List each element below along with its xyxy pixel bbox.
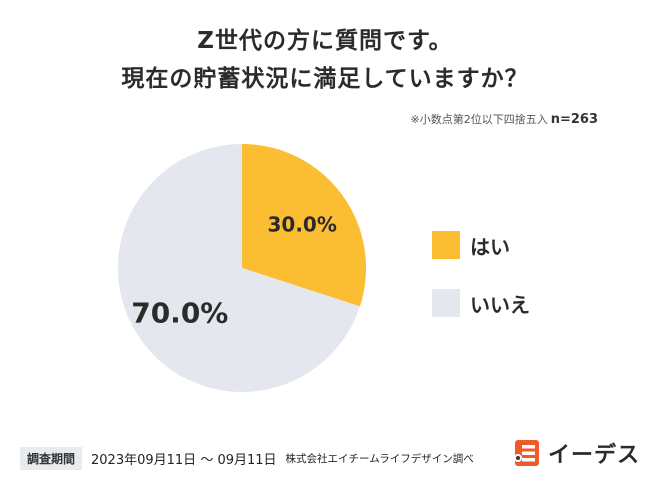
logo: イーデス xyxy=(512,437,640,469)
slice-label-2: 70.0% xyxy=(131,297,228,330)
edesu-logo-icon xyxy=(514,440,539,466)
legend-swatch-2 xyxy=(432,289,460,317)
legend-item-2: いいえ xyxy=(432,288,530,318)
survey-source: 株式会社エイチームライフデザイン調べ xyxy=(285,453,474,465)
slice-label-1: 30.0% xyxy=(267,212,336,236)
title-line-2: 現在の貯蓄状況に満足していますか？ xyxy=(121,66,529,92)
legend-label-2: いいえ xyxy=(470,292,530,317)
footer: 調査期間 2023年09月11日 〜 09月11日 株式会社エイチームライフデザ… xyxy=(20,447,474,470)
survey-period: 2023年09月11日 〜 09月11日 xyxy=(91,453,277,468)
period-badge: 調査期間 xyxy=(20,447,83,470)
pie-slice-1 xyxy=(242,144,366,307)
rounding-note: ※小数点第2位以下四捨五入 xyxy=(410,113,548,126)
legend-label-1: はい xyxy=(470,234,510,259)
legend: はい いいえ xyxy=(432,230,530,346)
sample-note: ※小数点第2位以下四捨五入 n=263 xyxy=(410,111,598,127)
pie-slice-2 xyxy=(117,144,360,392)
chart-title: Z世代の方に質問です。 現在の貯蓄状況に満足していますか？ xyxy=(0,22,650,98)
title-line-1: Z世代の方に質問です。 xyxy=(197,28,453,54)
legend-item-1: はい xyxy=(432,230,530,260)
sample-size: n=263 xyxy=(550,112,598,127)
logo-text: イーデス xyxy=(548,443,641,468)
legend-swatch-1 xyxy=(432,231,460,259)
